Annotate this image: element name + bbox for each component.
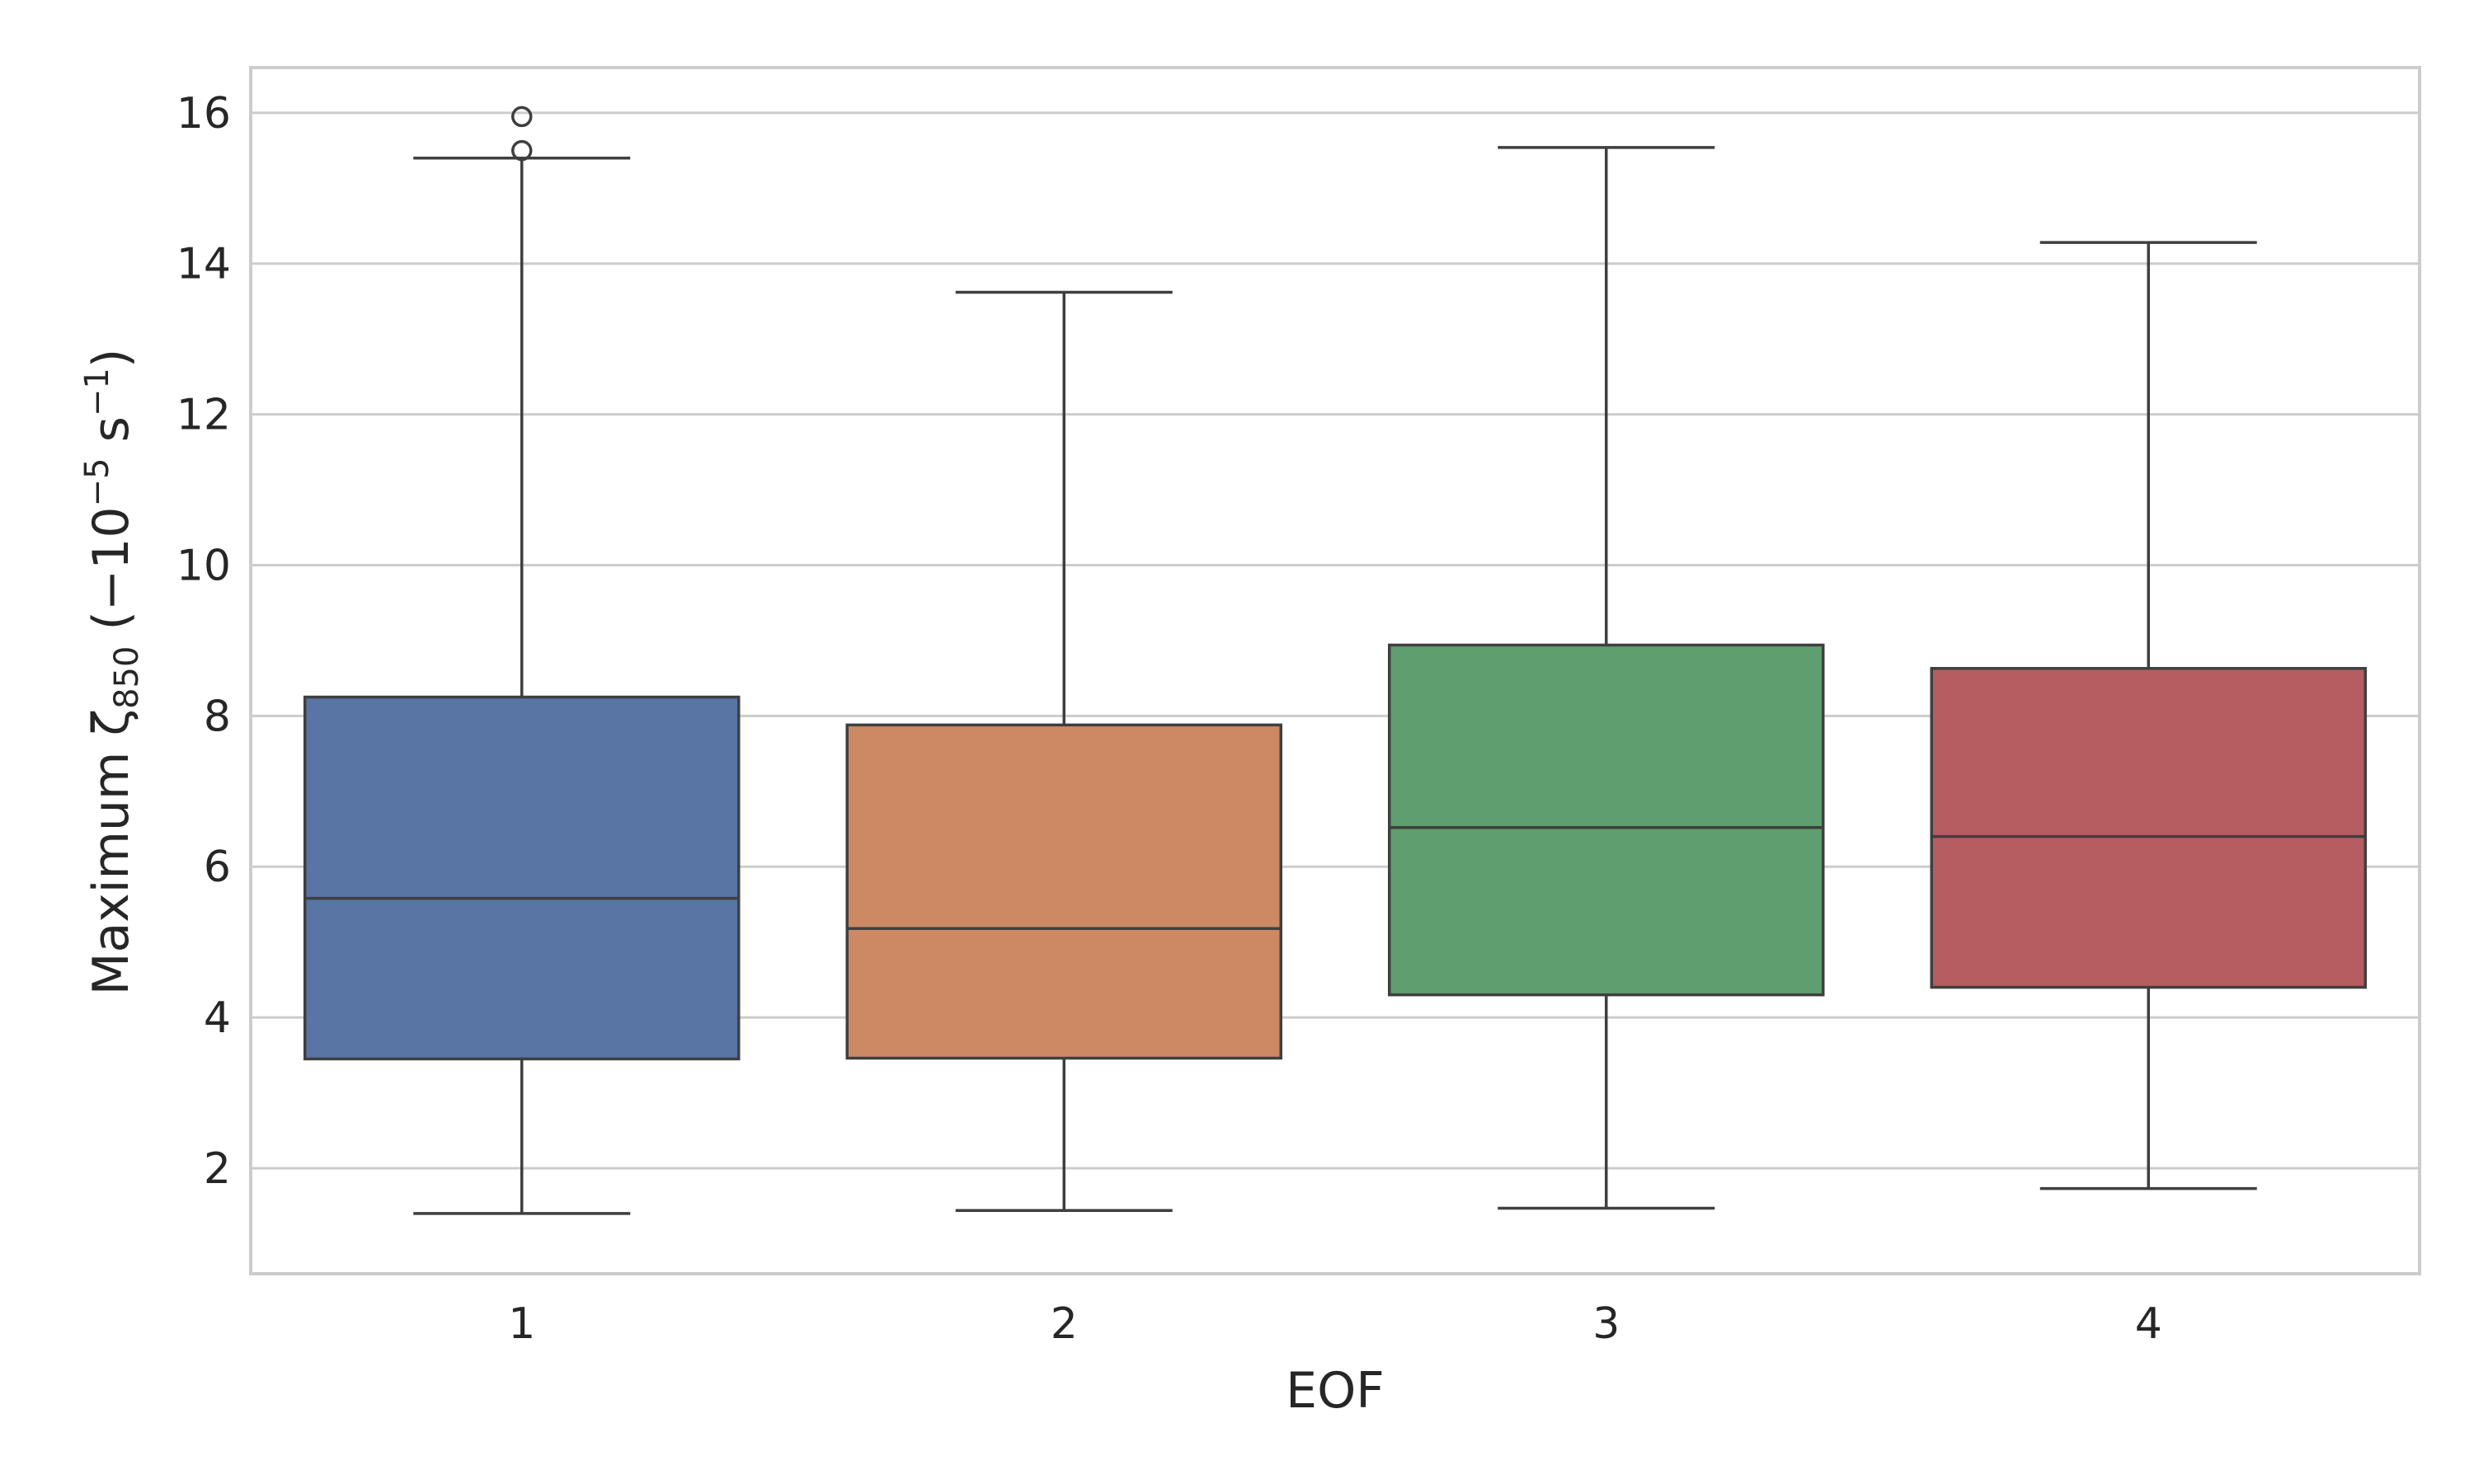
box-group-3 bbox=[1388, 146, 1825, 1210]
x-tick-label: 4 bbox=[2135, 1299, 2162, 1349]
y-tick-label: 12 bbox=[176, 391, 231, 440]
y-axis-label-prefix: Maximum ζ bbox=[82, 709, 140, 995]
y-axis-label-units-open: (−10 bbox=[82, 506, 140, 646]
x-tick-label: 3 bbox=[1592, 1299, 1620, 1349]
box-group-1 bbox=[303, 106, 741, 1215]
box-group-2 bbox=[845, 290, 1282, 1212]
y-tick-label: 10 bbox=[176, 541, 231, 590]
y-tick-label: 4 bbox=[204, 993, 231, 1043]
y-axis-label: Maximum ζ850 (−10−5 s−1) bbox=[78, 349, 146, 996]
box-group-4 bbox=[1930, 241, 2367, 1190]
y-axis-label-exponent-2: −1 bbox=[78, 368, 116, 416]
box-series bbox=[303, 106, 2367, 1215]
outlier-point bbox=[511, 106, 533, 128]
x-axis-label: EOF bbox=[1286, 1362, 1385, 1420]
iqr-box bbox=[1930, 667, 2367, 989]
y-tick-label: 14 bbox=[176, 240, 231, 289]
y-tick-label: 8 bbox=[204, 692, 231, 741]
x-tick-labels: 1 2 3 4 bbox=[508, 1299, 2162, 1349]
iqr-box bbox=[1388, 643, 1825, 997]
y-tick-label: 2 bbox=[204, 1144, 231, 1194]
y-tick-labels: 2 4 6 8 10 12 14 16 bbox=[176, 89, 231, 1194]
outlier-point bbox=[511, 139, 533, 162]
iqr-box bbox=[845, 723, 1282, 1060]
y-tick-label: 16 bbox=[176, 89, 231, 139]
y-axis-label-subscript: 850 bbox=[108, 646, 146, 709]
x-tick-label: 1 bbox=[508, 1299, 535, 1349]
y-tick-label: 6 bbox=[204, 843, 231, 892]
iqr-box bbox=[303, 695, 741, 1061]
plot-frame bbox=[249, 66, 2421, 1275]
y-axis-label-units-mid: s bbox=[82, 416, 140, 458]
y-axis-label-units-close: ) bbox=[82, 349, 140, 368]
y-axis-label-exponent-1: −5 bbox=[78, 458, 116, 506]
x-tick-label: 2 bbox=[1051, 1299, 1078, 1349]
